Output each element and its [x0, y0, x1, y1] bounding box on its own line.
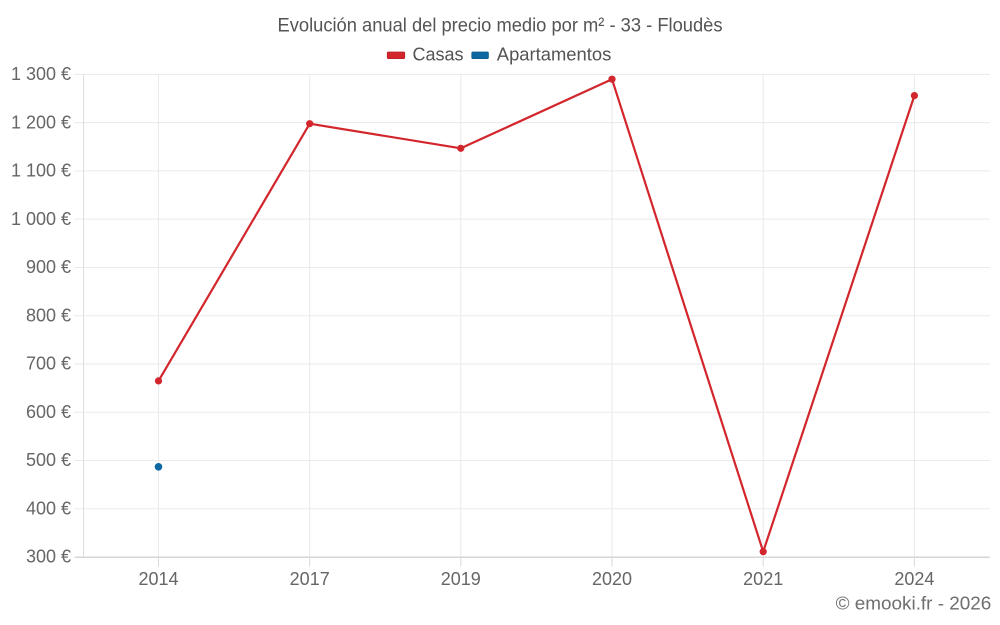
svg-text:© emooki.fr - 2026: © emooki.fr - 2026 [836, 594, 992, 615]
svg-text:400 €: 400 € [26, 498, 71, 518]
svg-text:2017: 2017 [290, 569, 330, 589]
svg-text:2019: 2019 [441, 569, 481, 589]
svg-text:1 100 €: 1 100 € [11, 161, 71, 181]
svg-text:1 300 €: 1 300 € [11, 64, 71, 84]
svg-text:Evolución anual del precio med: Evolución anual del precio medio por m² … [278, 14, 723, 36]
svg-text:2021: 2021 [743, 569, 783, 589]
svg-text:1 000 €: 1 000 € [11, 209, 71, 229]
svg-text:700 €: 700 € [26, 354, 71, 374]
svg-text:800 €: 800 € [26, 305, 71, 325]
svg-text:300 €: 300 € [26, 547, 71, 567]
svg-text:Apartamentos: Apartamentos [497, 45, 612, 65]
svg-text:500 €: 500 € [26, 450, 71, 470]
svg-text:Casas: Casas [413, 45, 464, 65]
svg-text:900 €: 900 € [26, 257, 71, 277]
svg-text:2014: 2014 [138, 569, 178, 589]
svg-text:600 €: 600 € [26, 402, 71, 422]
svg-text:2024: 2024 [894, 569, 934, 589]
svg-text:1 200 €: 1 200 € [11, 112, 71, 132]
svg-text:2020: 2020 [592, 569, 632, 589]
